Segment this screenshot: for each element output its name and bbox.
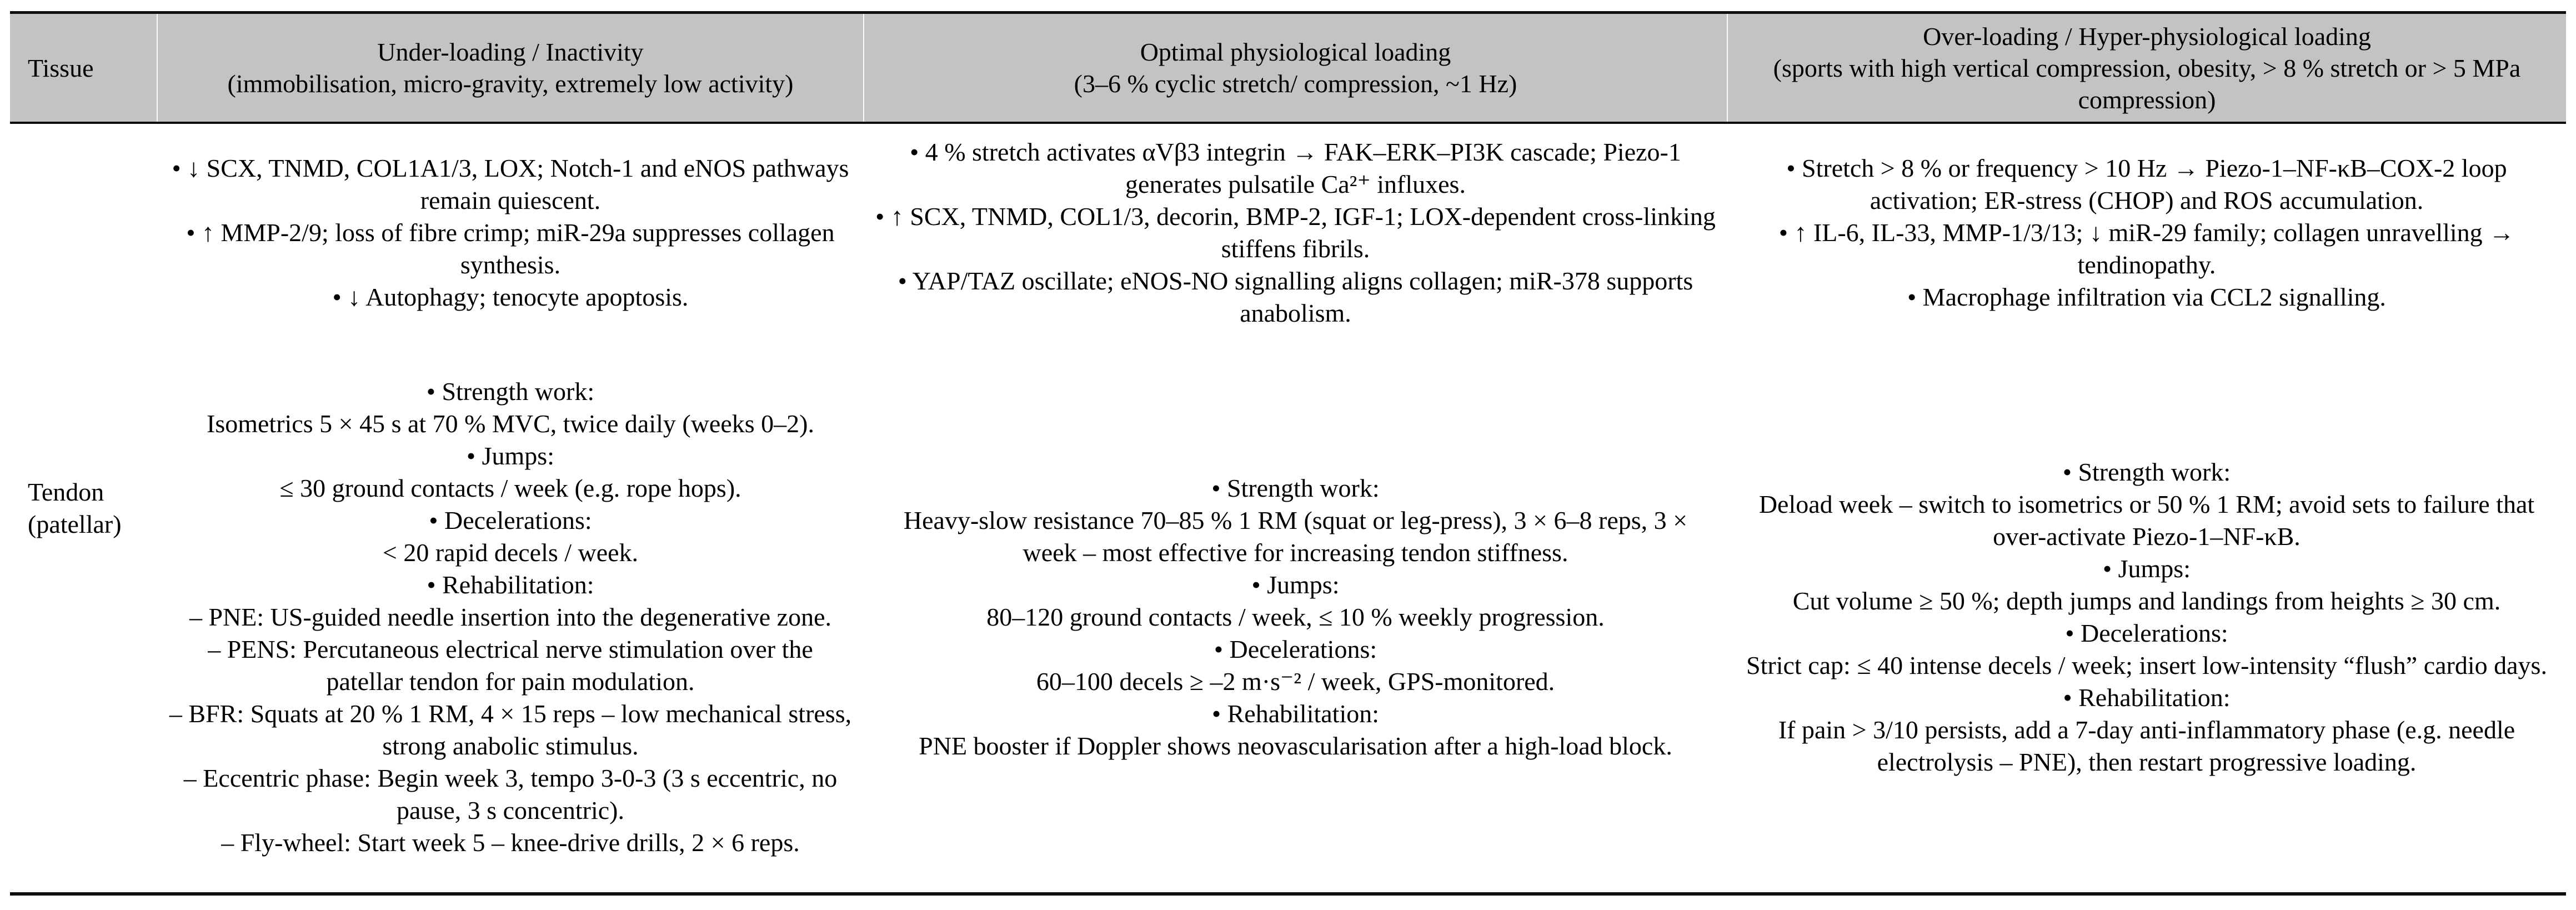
- bullet-item: • Decelerations:: [2065, 618, 2228, 647]
- protocols-row: • Strength work: Isometrics 5 × 45 s at 7…: [10, 342, 2566, 894]
- header-cell-optimal-loading: Optimal physiological loading (3–6 % cyc…: [863, 12, 1727, 124]
- bullet-item: • Strength work:: [426, 377, 595, 406]
- text-line: Cut volume ≥ 50 %; depth jumps and landi…: [1792, 586, 2501, 615]
- dash-item: – Eccentric phase: Begin week 3, tempo 3…: [183, 763, 838, 824]
- header-title-optimal-loading: Optimal physiological loading: [1140, 38, 1451, 66]
- text-line: Strict cap: ≤ 40 intense decels / week; …: [1746, 651, 2547, 679]
- header-subtitle-optimal-loading: (3–6 % cyclic stretch/ compression, ~1 H…: [1074, 69, 1517, 98]
- header-cell-tissue: Tissue: [10, 12, 157, 124]
- bullet-item: • Stretch > 8 % or frequency > 10 Hz → P…: [1786, 154, 2507, 214]
- bullet-item: • Jumps:: [467, 441, 554, 470]
- over-loading-protocol-cell: • Strength work: Deload week – switch to …: [1727, 342, 2566, 894]
- bullet-item: • Strength work:: [1211, 473, 1380, 502]
- tissue-label: Tendon (patellar): [28, 477, 122, 538]
- header-cell-over-loading: Over-loading / Hyper-physiological loadi…: [1727, 12, 2566, 124]
- text-line: 80–120 ground contacts / week, ≤ 10 % we…: [986, 602, 1605, 631]
- bullet-item: • Rehabilitation:: [1212, 699, 1379, 728]
- dash-item: – PENS: Percutaneous electrical nerve st…: [208, 634, 813, 696]
- header-title-under-loading: Under-loading / Inactivity: [377, 38, 644, 66]
- dash-item: – Fly-wheel: Start week 5 – knee-drive d…: [221, 828, 800, 857]
- bullet-item: • Jumps:: [2103, 554, 2191, 583]
- text-line: < 20 rapid decels / week.: [382, 538, 639, 567]
- tissue-loading-table: Tissue Under-loading / Inactivity (immob…: [10, 11, 2566, 896]
- bullet-item: • Rehabilitation:: [2063, 683, 2231, 712]
- bullet-item: • YAP/TAZ oscillate; eNOS-NO signalling …: [898, 267, 1693, 327]
- bullet-item: • Jumps:: [1251, 570, 1340, 599]
- header-title-over-loading: Over-loading / Hyper-physiological loadi…: [1923, 22, 2371, 51]
- mechanisms-row: Tendon (patellar) • ↓ SCX, TNMD, COL1A1/…: [10, 123, 2566, 538]
- bullet-item: • ↑ MMP-2/9; loss of fibre crimp; miR-29…: [186, 218, 835, 279]
- header-row: Tissue Under-loading / Inactivity (immob…: [10, 12, 2566, 124]
- text-line: Heavy-slow resistance 70–85 % 1 RM (squa…: [903, 506, 1688, 567]
- header-cell-under-loading: Under-loading / Inactivity (immobilisati…: [157, 12, 864, 124]
- bullet-item: • Strength work:: [2062, 457, 2231, 486]
- bullet-item: • ↓ SCX, TNMD, COL1A1/3, LOX; Notch-1 an…: [172, 154, 849, 214]
- bullet-item: • ↓ Autophagy; tenocyte apoptosis.: [332, 283, 689, 311]
- under-loading-protocol-cell: • Strength work: Isometrics 5 × 45 s at 7…: [157, 342, 864, 894]
- under-loading-mechanisms-cell: • ↓ SCX, TNMD, COL1A1/3, LOX; Notch-1 an…: [157, 123, 864, 342]
- header-subtitle-over-loading: (sports with high vertical compression, …: [1773, 53, 2521, 114]
- dash-item: – PNE: US-guided needle insertion into t…: [189, 602, 832, 631]
- text-line: 60–100 decels ≥ –2 m·s⁻² / week, GPS-mon…: [1036, 667, 1555, 696]
- bullet-item: • Decelerations:: [429, 506, 592, 534]
- optimal-loading-protocol-cell: • Strength work: Heavy-slow resistance 70…: [864, 342, 1727, 894]
- bullet-item: • 4 % stretch activates αVβ3 integrin → …: [910, 138, 1681, 198]
- bullet-item: • Rehabilitation:: [427, 570, 594, 599]
- bullet-item: • Macrophage infiltration via CCL2 signa…: [1907, 283, 2386, 311]
- text-line: Deload week – switch to isometrics or 50…: [1758, 489, 2535, 551]
- bullet-item: • ↑ IL-6, IL-33, MMP-1/3/13; ↓ miR-29 fa…: [1778, 218, 2515, 279]
- text-line: Isometrics 5 × 45 s at 70 % MVC, twice d…: [207, 409, 814, 438]
- dash-item: – BFR: Squats at 20 % 1 RM, 4 × 15 reps …: [169, 699, 852, 760]
- over-loading-mechanisms-cell: • Stretch > 8 % or frequency > 10 Hz → P…: [1727, 123, 2566, 342]
- bullet-item: • ↑ SCX, TNMD, COL1/3, decorin, BMP-2, I…: [875, 202, 1716, 263]
- bullet-item: • Decelerations:: [1214, 634, 1377, 663]
- optimal-loading-mechanisms-cell: • 4 % stretch activates αVβ3 integrin → …: [864, 123, 1727, 342]
- text-line: If pain > 3/10 persists, add a 7-day ant…: [1778, 715, 2515, 776]
- tissue-cell: Tendon (patellar): [10, 123, 157, 894]
- text-line: PNE booster if Doppler shows neovascular…: [919, 731, 1672, 760]
- text-line: ≤ 30 ground contacts / week (e.g. rope h…: [279, 473, 741, 502]
- header-subtitle-under-loading: (immobilisation, micro-gravity, extremel…: [227, 69, 794, 98]
- header-label-tissue: Tissue: [28, 53, 94, 82]
